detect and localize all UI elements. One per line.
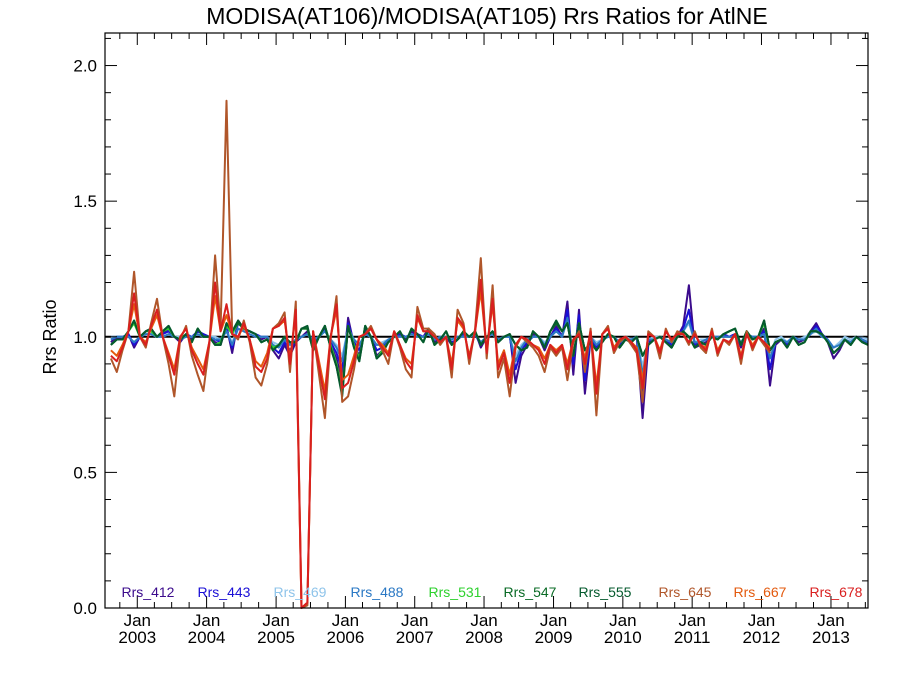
x-tick-label-month: Jan bbox=[540, 611, 567, 630]
legend-item-rrs-547: Rrs_547 bbox=[504, 584, 557, 600]
legend-item-rrs-531: Rrs_531 bbox=[429, 584, 482, 600]
x-tick-label-year: 2013 bbox=[812, 628, 850, 647]
x-tick-label-year: 2007 bbox=[396, 628, 434, 647]
series-line-rrs-678 bbox=[110, 278, 771, 609]
x-tick-label-year: 2010 bbox=[604, 628, 642, 647]
legend: Rrs_412 Rrs_443 Rrs_469 Rrs_488 Rrs_531 Rrs_5… bbox=[122, 584, 863, 600]
x-tick-label-year: 2006 bbox=[326, 628, 364, 647]
legend-item-rrs-645: Rrs_645 bbox=[659, 584, 712, 600]
y-tick-label: 2.0 bbox=[73, 57, 97, 76]
x-tick-label-year: 2005 bbox=[257, 628, 295, 647]
y-tick-label: 0.5 bbox=[73, 463, 97, 482]
x-tick-label-month: Jan bbox=[193, 611, 220, 630]
x-tick-label-month: Jan bbox=[678, 611, 705, 630]
series-line-rrs-412 bbox=[110, 284, 869, 420]
plot-frame bbox=[104, 32, 869, 609]
legend-item-rrs-412: Rrs_412 bbox=[122, 584, 175, 600]
y-tick-label: 1.5 bbox=[73, 192, 97, 211]
series-layer bbox=[109, 99, 869, 609]
x-tick-label-year: 2012 bbox=[743, 628, 781, 647]
chart-title: MODISA(AT106)/MODISA(AT105) Rrs Ratios f… bbox=[206, 3, 768, 29]
legend-item-rrs-488: Rrs_488 bbox=[351, 584, 404, 600]
x-tick-label-year: 2009 bbox=[535, 628, 573, 647]
legend-item-rrs-555: Rrs_555 bbox=[579, 584, 632, 600]
x-tick-label-month: Jan bbox=[262, 611, 289, 630]
legend-item-rrs-678: Rrs_678 bbox=[810, 584, 863, 600]
x-tick-label-month: Jan bbox=[748, 611, 775, 630]
x-tick-label-month: Jan bbox=[470, 611, 497, 630]
x-tick-label-month: Jan bbox=[609, 611, 636, 630]
x-tick-label-year: 2004 bbox=[188, 628, 226, 647]
legend-item-rrs-469: Rrs_469 bbox=[274, 584, 327, 600]
x-tick-label-year: 2008 bbox=[465, 628, 503, 647]
x-tick-label-month: Jan bbox=[124, 611, 151, 630]
y-axis-label: Rrs Ratio bbox=[40, 299, 60, 374]
y-tick-label: 1.0 bbox=[73, 328, 97, 347]
x-tick-label-year: 2011 bbox=[674, 628, 711, 647]
x-tick-label-month: Jan bbox=[401, 611, 428, 630]
axes-layer: 0.00.51.01.52.0Jan2003Jan2004Jan2005Jan2… bbox=[73, 32, 869, 647]
legend-item-rrs-443: Rrs_443 bbox=[198, 584, 251, 600]
x-tick-label-month: Jan bbox=[817, 611, 844, 630]
y-tick-label: 0.0 bbox=[73, 599, 97, 618]
legend-item-rrs-667: Rrs_667 bbox=[734, 584, 787, 600]
series-line-rrs-645 bbox=[109, 99, 771, 609]
x-tick-label-year: 2003 bbox=[118, 628, 156, 647]
x-tick-label-month: Jan bbox=[332, 611, 359, 630]
